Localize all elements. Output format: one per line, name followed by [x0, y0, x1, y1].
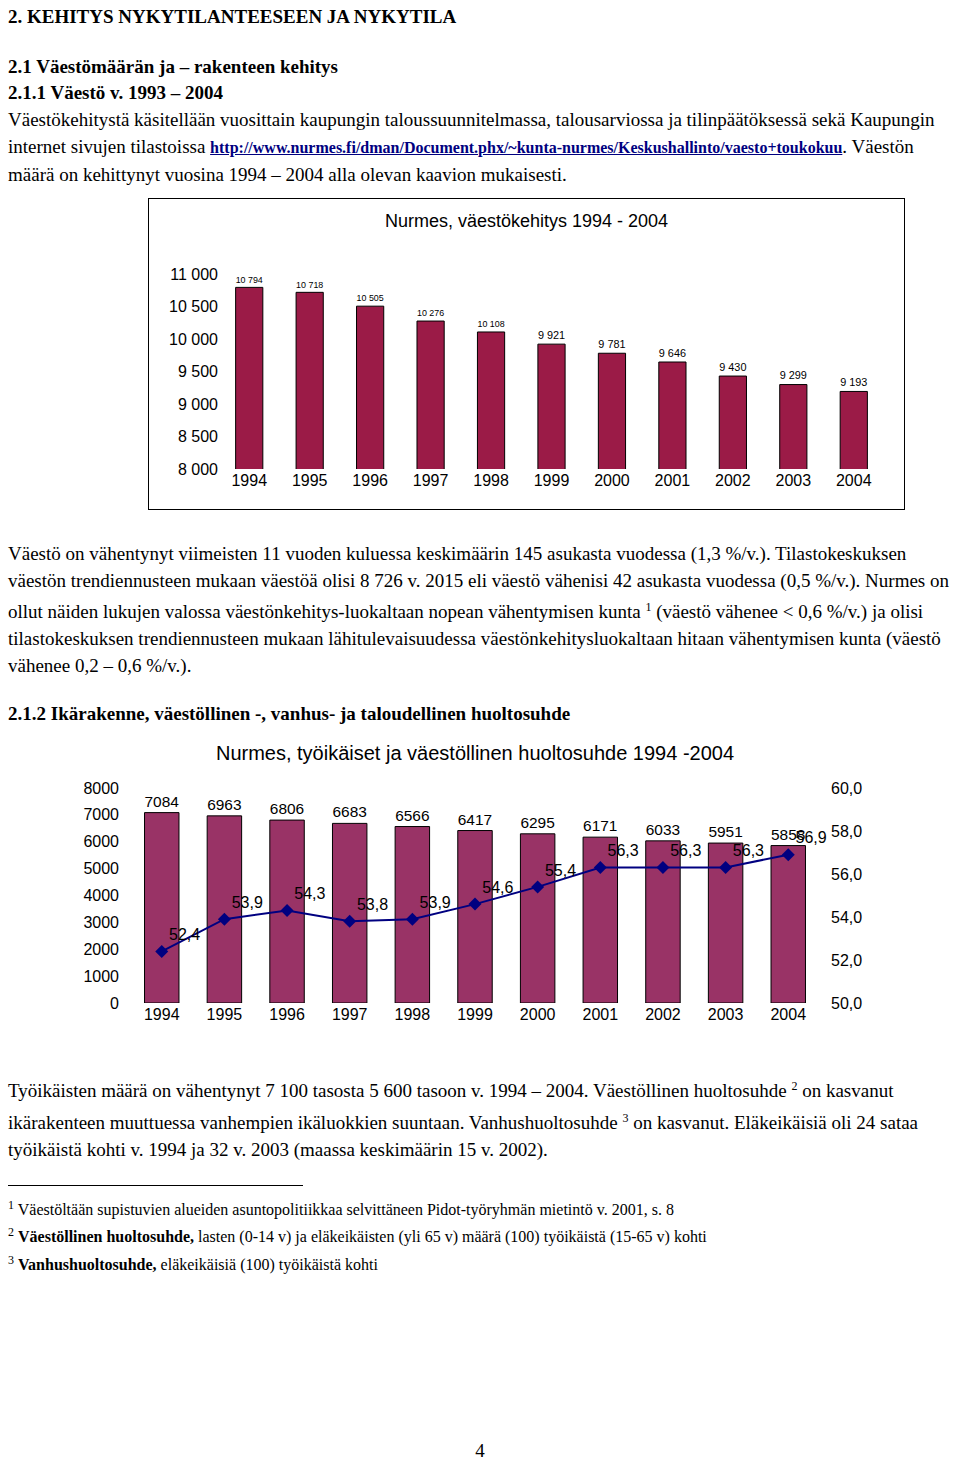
- svg-text:10 794: 10 794: [236, 275, 263, 285]
- svg-text:2001: 2001: [583, 1006, 619, 1023]
- svg-text:10 108: 10 108: [477, 319, 504, 329]
- svg-text:56,3: 56,3: [670, 843, 701, 860]
- svg-text:9 781: 9 781: [598, 338, 625, 350]
- svg-text:1995: 1995: [207, 1006, 243, 1023]
- svg-text:52,0: 52,0: [831, 952, 862, 969]
- svg-text:1998: 1998: [473, 472, 509, 489]
- svg-text:1994: 1994: [231, 472, 267, 489]
- html-text:2.1.1 Väestö v. 1993 – 2004: 2.1.1 Väestö v. 1993 – 2004: [8, 82, 223, 103]
- svg-text:1999: 1999: [534, 472, 570, 489]
- html-text:Työikäisten määrä on vähentyny: Työikäisten määrä on vähentynyt 7 100 ta…: [8, 1079, 918, 1160]
- svg-text:2001: 2001: [655, 472, 691, 489]
- svg-text:2002: 2002: [645, 1006, 681, 1023]
- svg-text:55,4: 55,4: [545, 862, 576, 879]
- svg-text:50,0: 50,0: [831, 995, 862, 1012]
- svg-text:10 276: 10 276: [417, 308, 444, 318]
- svg-text:6033: 6033: [646, 821, 680, 838]
- svg-text:3000: 3000: [83, 914, 119, 931]
- svg-text:6171: 6171: [583, 818, 617, 835]
- svg-text:56,9: 56,9: [796, 830, 827, 847]
- svg-text:10 505: 10 505: [357, 293, 384, 303]
- svg-text:5858: 5858: [771, 826, 805, 843]
- html-text:1 Väestöltään supistuvien alue: 1 Väestöltään supistuvien alueiden asunt…: [8, 1198, 674, 1219]
- svg-text:6806: 6806: [270, 801, 304, 818]
- svg-text:5000: 5000: [83, 861, 119, 878]
- svg-text:54,0: 54,0: [831, 909, 862, 926]
- svg-text:6963: 6963: [207, 796, 241, 813]
- html-text:2.1.2 Ikärakenne, väestöllinen: 2.1.2 Ikärakenne, väestöllinen -, vanhus…: [8, 703, 571, 725]
- html-text:Väestökehitystä käsitellään vu: Väestökehitystä käsitellään vuosittain k…: [8, 109, 935, 185]
- svg-text:53,9: 53,9: [232, 894, 263, 911]
- svg-text:1999: 1999: [457, 1006, 493, 1023]
- svg-text:0: 0: [110, 995, 119, 1012]
- svg-text:1000: 1000: [83, 968, 119, 985]
- svg-text:4000: 4000: [83, 887, 119, 904]
- svg-text:9 430: 9 430: [719, 361, 746, 373]
- svg-text:1998: 1998: [395, 1006, 431, 1023]
- svg-text:7000: 7000: [83, 807, 119, 824]
- svg-text:1997: 1997: [413, 472, 449, 489]
- svg-text:2003: 2003: [708, 1006, 744, 1023]
- svg-text:1994: 1994: [144, 1006, 180, 1023]
- svg-text:54,6: 54,6: [482, 879, 513, 896]
- svg-text:1995: 1995: [292, 472, 328, 489]
- svg-text:2000: 2000: [83, 941, 119, 958]
- svg-text:8000: 8000: [83, 780, 119, 797]
- html-text:4: 4: [475, 1440, 485, 1461]
- svg-text:53,9: 53,9: [420, 894, 451, 911]
- svg-text:10 718: 10 718: [296, 280, 323, 290]
- svg-text:53,8: 53,8: [357, 896, 388, 913]
- svg-text:52,4: 52,4: [169, 926, 200, 943]
- svg-text:2002: 2002: [715, 472, 751, 489]
- svg-text:9 500: 9 500: [178, 363, 218, 380]
- svg-text:2000: 2000: [520, 1006, 556, 1023]
- svg-text:1996: 1996: [352, 472, 388, 489]
- svg-text:60,0: 60,0: [831, 780, 862, 797]
- svg-text:1997: 1997: [332, 1006, 368, 1023]
- svg-text:56,3: 56,3: [608, 843, 639, 860]
- svg-text:9 000: 9 000: [178, 396, 218, 413]
- svg-text:7084: 7084: [145, 793, 180, 810]
- svg-text:2004: 2004: [836, 472, 872, 489]
- svg-text:9 921: 9 921: [538, 329, 565, 341]
- svg-text:10 500: 10 500: [169, 298, 218, 315]
- svg-text:9 193: 9 193: [840, 376, 867, 388]
- svg-text:1996: 1996: [269, 1006, 305, 1023]
- svg-text:56,3: 56,3: [733, 843, 764, 860]
- svg-text:5951: 5951: [708, 824, 742, 841]
- html-text:Väestö on vähentynyt viimeiste: Väestö on vähentynyt viimeisten 11 vuode…: [8, 543, 949, 677]
- html-text:3 Vanhushuoltosuhde, eläkeikäi: 3 Vanhushuoltosuhde, eläkeikäisiä (100) …: [8, 1252, 378, 1273]
- svg-text:11 000: 11 000: [170, 266, 218, 283]
- svg-text:9 646: 9 646: [659, 347, 686, 359]
- svg-text:58,0: 58,0: [831, 823, 862, 840]
- svg-text:10 000: 10 000: [169, 331, 218, 348]
- svg-text:56,0: 56,0: [831, 866, 862, 883]
- svg-text:2000: 2000: [594, 472, 630, 489]
- svg-text:Nurmes, työikäiset ja väestöll: Nurmes, työikäiset ja väestöllinen huolt…: [216, 743, 734, 764]
- svg-text:2003: 2003: [776, 472, 812, 489]
- svg-text:2004: 2004: [770, 1006, 806, 1023]
- svg-text:Nurmes, väestökehitys 1994 - 2: Nurmes, väestökehitys 1994 - 2004: [385, 211, 668, 231]
- svg-text:8 500: 8 500: [178, 428, 218, 445]
- html-text:2.1 Väestömäärän ja – rakentee: 2.1 Väestömäärän ja – rakenteen kehitys: [8, 56, 338, 77]
- svg-text:6683: 6683: [332, 804, 366, 821]
- svg-text:6417: 6417: [458, 811, 492, 828]
- html-text:2 Väestöllinen huoltosuhde, la: 2 Väestöllinen huoltosuhde, lasten (0-14…: [8, 1225, 707, 1246]
- svg-text:6295: 6295: [520, 814, 554, 831]
- svg-text:9 299: 9 299: [780, 369, 807, 381]
- svg-text:6000: 6000: [83, 834, 119, 851]
- svg-text:6566: 6566: [395, 807, 429, 824]
- svg-text:54,3: 54,3: [294, 886, 325, 903]
- svg-text:8 000: 8 000: [178, 461, 218, 478]
- html-text:2. KEHITYS NYKYTILANTEESEEN JA: 2. KEHITYS NYKYTILANTEESEEN JA NYKYTILA: [8, 6, 457, 27]
